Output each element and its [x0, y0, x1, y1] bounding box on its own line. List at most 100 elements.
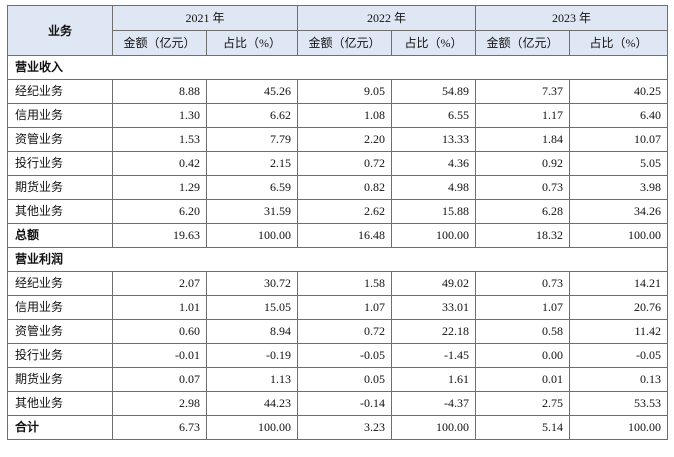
ratio-cell: 30.72 [205, 271, 299, 296]
row-label: 经纪业务 [7, 79, 113, 104]
amount-cell: 6.73 [112, 415, 207, 440]
table-body: 营业收入 经纪业务 8.88 45.26 9.05 54.89 7.37 40.25 信用业务 1… [6, 55, 669, 440]
ratio-cell: 5.05 [569, 151, 669, 176]
ratio-cell: 1.13 [205, 367, 299, 392]
ratio-cell: 40.25 [569, 79, 669, 104]
ratio-cell: 1.61 [391, 367, 477, 392]
row-label: 信用业务 [7, 103, 113, 128]
amount-cell: 0.58 [475, 319, 571, 344]
ratio-cell: 15.88 [391, 199, 477, 224]
ratio-cell: 54.89 [391, 79, 477, 104]
amount-cell: 1.58 [297, 271, 393, 296]
amount-cell: 0.92 [475, 151, 571, 176]
table-row: 期货业务 1.29 6.59 0.82 4.98 0.73 3.98 [7, 175, 669, 200]
table-row: 信用业务 1.30 6.62 1.08 6.55 1.17 6.40 [7, 103, 669, 128]
ratio-cell: 2.15 [205, 151, 299, 176]
ratio-cell: 3.98 [569, 175, 669, 200]
amount-cell: 0.42 [112, 151, 207, 176]
ratio-cell: 20.76 [569, 295, 669, 320]
ratio-cell: -0.05 [569, 343, 669, 368]
total-row: 合计 6.73 100.00 3.23 100.00 5.14 100.00 [7, 415, 669, 440]
amount-cell: 3.23 [297, 415, 393, 440]
amount-cell: 5.14 [475, 415, 571, 440]
amount-cell: 6.28 [475, 199, 571, 224]
row-label: 其他业务 [7, 391, 113, 416]
table-row: 资管业务 0.60 8.94 0.72 22.18 0.58 11.42 [7, 319, 669, 344]
row-label: 投行业务 [7, 151, 113, 176]
ratio-cell: 6.62 [205, 103, 299, 128]
amount-cell: 0.72 [297, 151, 393, 176]
amount-cell: 1.29 [112, 175, 207, 200]
ratio-cell: 100.00 [205, 415, 299, 440]
ratio-cell: 49.02 [391, 271, 477, 296]
amount-cell: 6.20 [112, 199, 207, 224]
amount-cell: 1.08 [297, 103, 393, 128]
header-amount: 金额（亿元） [112, 30, 207, 56]
amount-cell: 1.84 [475, 127, 571, 152]
ratio-cell: 33.01 [391, 295, 477, 320]
header-year-2021: 2021 年 [111, 5, 299, 31]
ratio-cell: -4.37 [391, 391, 477, 416]
row-label: 其他业务 [7, 199, 113, 224]
section-title: 营业利润 [6, 247, 669, 272]
row-label: 投行业务 [7, 343, 113, 368]
ratio-cell: 34.26 [569, 199, 669, 224]
ratio-cell: 100.00 [391, 415, 477, 440]
table-row: 经纪业务 2.07 30.72 1.58 49.02 0.73 14.21 [7, 271, 669, 296]
header-amount: 金额（亿元） [475, 30, 571, 56]
section-header-row: 营业利润 [6, 247, 669, 272]
amount-cell: 16.48 [297, 223, 393, 248]
ratio-cell: 10.07 [569, 127, 669, 152]
ratio-cell: 8.94 [205, 319, 299, 344]
header-ratio: 占比（%） [391, 30, 477, 56]
amount-cell: -0.05 [297, 343, 393, 368]
amount-cell: 7.37 [475, 79, 571, 104]
ratio-cell: 44.23 [205, 391, 299, 416]
amount-cell: 2.20 [297, 127, 393, 152]
ratio-cell: 100.00 [391, 223, 477, 248]
ratio-cell: -1.45 [391, 343, 477, 368]
amount-cell: 18.32 [475, 223, 571, 248]
amount-cell: 8.88 [112, 79, 207, 104]
table-row: 其他业务 2.98 44.23 -0.14 -4.37 2.75 53.53 [7, 391, 669, 416]
table-row: 投行业务 0.42 2.15 0.72 4.36 0.92 5.05 [7, 151, 669, 176]
table-row: 投行业务 -0.01 -0.19 -0.05 -1.45 0.00 -0.05 [7, 343, 669, 368]
ratio-cell: 45.26 [205, 79, 299, 104]
section-title: 营业收入 [6, 55, 669, 80]
ratio-cell: -0.19 [205, 343, 299, 368]
table-row: 期货业务 0.07 1.13 0.05 1.61 0.01 0.13 [7, 367, 669, 392]
row-label: 期货业务 [7, 175, 113, 200]
ratio-cell: 6.59 [205, 175, 299, 200]
ratio-cell: 100.00 [569, 223, 669, 248]
row-label: 期货业务 [7, 367, 113, 392]
row-label: 合计 [7, 415, 113, 440]
table-row: 资管业务 1.53 7.79 2.20 13.33 1.84 10.07 [7, 127, 669, 152]
header-business: 业务 [7, 5, 113, 56]
amount-cell: 0.05 [297, 367, 393, 392]
row-label: 信用业务 [7, 295, 113, 320]
amount-cell: 1.30 [112, 103, 207, 128]
ratio-cell: 22.18 [391, 319, 477, 344]
amount-cell: 0.60 [112, 319, 207, 344]
ratio-cell: 15.05 [205, 295, 299, 320]
row-label: 资管业务 [7, 127, 113, 152]
ratio-cell: 14.21 [569, 271, 669, 296]
financial-table: 业务 2021 年 2022 年 2023 年 金额（亿元） 占比（%） 金额（… [6, 5, 669, 440]
amount-cell: -0.01 [112, 343, 207, 368]
amount-cell: 2.98 [112, 391, 207, 416]
amount-cell: 0.72 [297, 319, 393, 344]
amount-cell: 0.73 [475, 175, 571, 200]
ratio-cell: 4.98 [391, 175, 477, 200]
ratio-cell: 31.59 [205, 199, 299, 224]
header-amount: 金额（亿元） [297, 30, 393, 56]
ratio-cell: 53.53 [569, 391, 669, 416]
amount-cell: 0.73 [475, 271, 571, 296]
amount-cell: 2.62 [297, 199, 393, 224]
ratio-cell: 100.00 [569, 415, 669, 440]
amount-cell: 1.01 [112, 295, 207, 320]
ratio-cell: 7.79 [205, 127, 299, 152]
amount-cell: 1.53 [112, 127, 207, 152]
amount-cell: 19.63 [112, 223, 207, 248]
header-year-2022: 2022 年 [297, 5, 477, 31]
amount-cell: 2.75 [475, 391, 571, 416]
